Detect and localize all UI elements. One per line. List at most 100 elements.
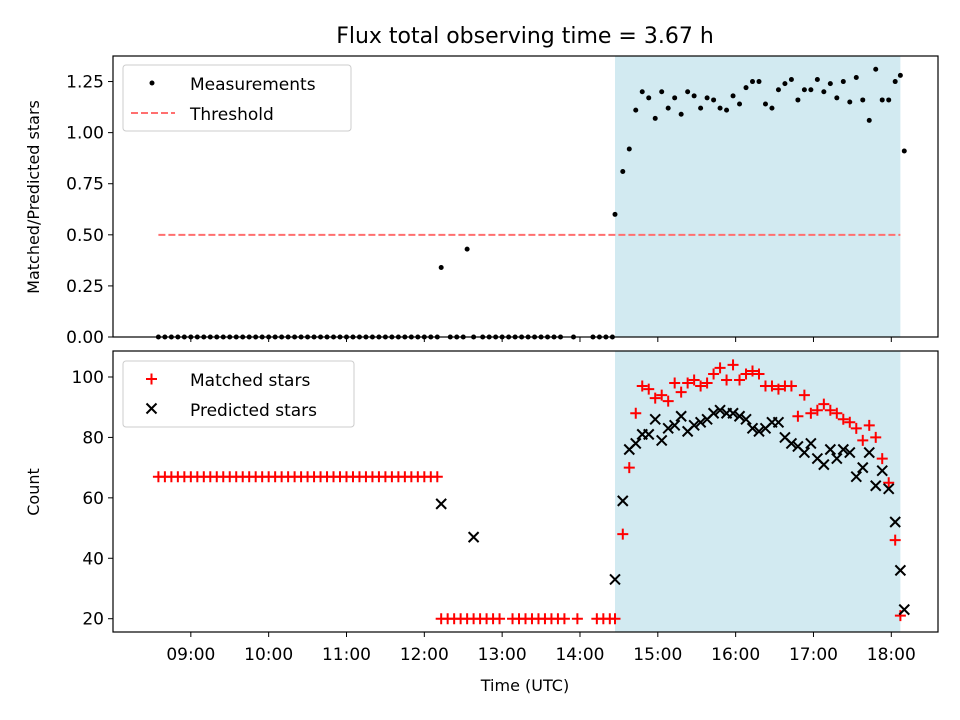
x-tick-label: 13:00 [478, 645, 527, 665]
measurement-point [704, 95, 710, 101]
bottom-legend-box [122, 360, 355, 428]
legend-predicted-marker [145, 402, 158, 415]
matched-star-point [643, 383, 655, 395]
x-tick-label: 15:00 [633, 645, 682, 665]
predicted-star-point [740, 413, 752, 425]
predicted-star-points [435, 404, 910, 616]
y-tick-label: 100 [72, 368, 104, 388]
predicted-star-point [857, 461, 869, 474]
measurement-point [795, 97, 801, 103]
y-tick-label: 0.25 [66, 277, 104, 297]
matched-star-point [617, 528, 629, 540]
predicted-star-point [898, 603, 910, 616]
predicted-star-point [668, 419, 681, 432]
predicted-star-point [850, 470, 862, 483]
y-tick-label: 40 [82, 549, 104, 569]
predicted-star-point [831, 452, 843, 465]
x-axis-label: Time (UTC) [480, 676, 569, 695]
y-tick-label: 0.50 [66, 226, 104, 246]
matched-star-point [766, 380, 778, 392]
measurement-point [827, 81, 833, 87]
predicted-star-point [655, 434, 668, 447]
bottom-y-ticks: 20 40 60 80 100 [72, 368, 113, 630]
bottom-y-axis-label: Count [24, 468, 43, 516]
measurement-point [782, 81, 788, 87]
measurement-point [873, 66, 879, 72]
legend-matched-marker [146, 373, 157, 385]
matched-star-point [863, 419, 875, 431]
measurement-point [730, 93, 736, 99]
predicted-star-point [785, 437, 798, 450]
predicted-star-point [467, 531, 480, 543]
predicted-star-point [894, 564, 907, 577]
measurement-point [633, 107, 639, 113]
predicted-star-point [630, 437, 642, 450]
y-tick-label: 1.25 [66, 73, 104, 93]
matched-star-point [824, 404, 836, 416]
matched-star-point [701, 377, 713, 389]
matched-star-point [714, 362, 726, 374]
predicted-star-point [805, 437, 817, 450]
measurement-point [678, 111, 684, 117]
predicted-star-point [818, 458, 830, 471]
matched-star-point [837, 413, 849, 425]
measurement-point [788, 77, 794, 83]
matched-star-point [818, 398, 830, 410]
predicted-star-point [863, 446, 875, 459]
matched-star-point [753, 368, 765, 380]
measurement-point [756, 79, 762, 85]
measurement-point [464, 246, 470, 252]
measurement-point [840, 79, 846, 85]
measurement-point [762, 101, 768, 107]
matched-star-point [883, 477, 895, 489]
predicted-star-point [870, 480, 882, 492]
observing-window-span [615, 351, 901, 632]
legend-threshold-label: Threshold [189, 105, 274, 125]
matched-star-point [688, 374, 700, 386]
bottom-legend: Matched stars Predicted stars [122, 360, 355, 428]
matched-star-point [850, 422, 862, 434]
measurement-point [901, 148, 907, 154]
legend-measurements-label: Measurements [190, 75, 316, 95]
predicted-star-point [837, 443, 850, 456]
matched-star-point [708, 368, 720, 380]
matched-star-point [894, 610, 906, 622]
matched-star-point [857, 434, 869, 446]
y-tick-label: 60 [82, 489, 104, 509]
measurement-point [834, 95, 840, 101]
x-tick-label: 12:00 [400, 645, 449, 665]
predicted-star-point [824, 443, 837, 456]
matched-star-point [876, 453, 888, 465]
matched-star-point [630, 407, 642, 419]
predicted-star-point [643, 428, 655, 441]
matched-star-point [609, 613, 621, 625]
measurement-point [853, 74, 859, 80]
top-axes-frame [112, 55, 939, 338]
chart-title: Flux total observing time = 3.67 h [336, 24, 714, 49]
matched-star-point [811, 404, 823, 416]
legend-matched-label: Matched stars [190, 371, 310, 391]
matched-star-point [669, 377, 681, 389]
measurement-point [814, 77, 820, 83]
measurement-point [665, 105, 671, 111]
predicted-star-point [707, 407, 720, 419]
predicted-star-point [649, 413, 661, 425]
matched-star-point [662, 395, 674, 407]
measurement-point [750, 79, 756, 85]
matched-star-point [798, 389, 810, 401]
matched-star-point [721, 374, 733, 386]
x-tick-label: 11:00 [322, 645, 371, 665]
predicted-star-point [609, 573, 621, 586]
measurement-point [775, 87, 781, 93]
y-tick-label: 0.00 [66, 328, 104, 348]
matched-star-point [844, 416, 856, 428]
y-tick-label: 0.75 [66, 175, 104, 195]
top-y-ticks: 0.00 0.25 0.50 0.75 1.00 1.25 [66, 73, 113, 348]
matched-star-point [558, 613, 570, 625]
measurement-point [659, 89, 665, 95]
predicted-star-point [714, 404, 726, 416]
measurement-point [438, 265, 444, 271]
measurement-point [711, 97, 717, 103]
measurement-point [897, 72, 903, 78]
measurement-point [717, 105, 723, 111]
